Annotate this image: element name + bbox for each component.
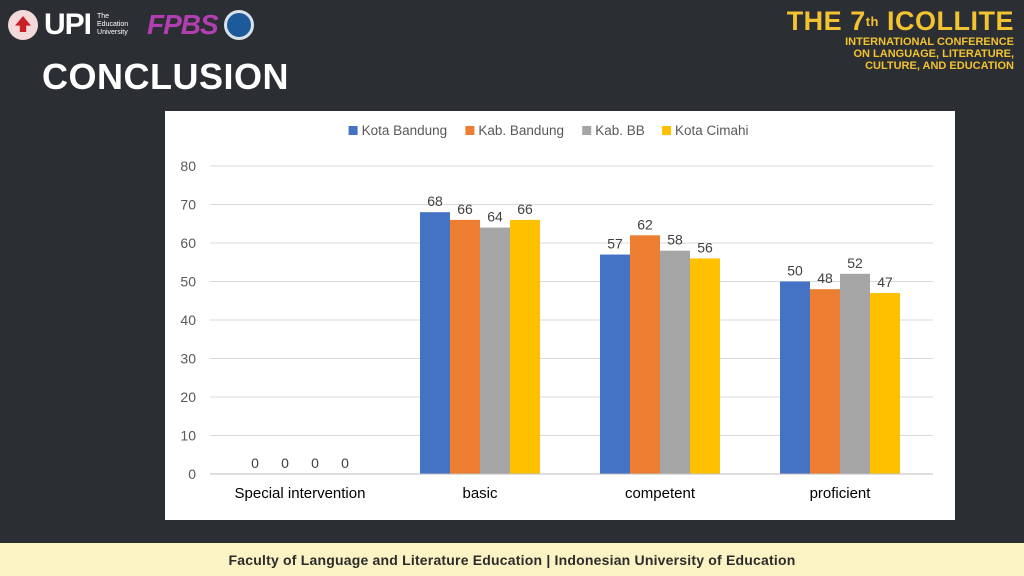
- y-tick-label: 60: [180, 235, 196, 251]
- footer-bar: Faculty of Language and Literature Educa…: [0, 543, 1024, 576]
- data-label: 0: [281, 455, 289, 471]
- bar: [630, 235, 660, 474]
- x-category-label: Special intervention: [235, 485, 366, 502]
- legend-label: Kota Cimahi: [675, 123, 749, 138]
- legend-swatch: [582, 126, 592, 135]
- data-label: 62: [637, 216, 653, 232]
- chart-container: 0 10 20 30 40 50 60 70 80 Kota Bandung Kab. Bandun…: [165, 111, 955, 520]
- y-tick-label: 10: [180, 428, 196, 444]
- header-logos: UPI The Education University FPBS: [8, 6, 254, 44]
- bar: [810, 289, 840, 474]
- data-label: 66: [517, 201, 533, 217]
- upi-logo: UPI: [44, 8, 92, 41]
- legend-swatch: [465, 126, 475, 135]
- upi-logo-subtitle: The Education University: [97, 13, 129, 36]
- bar: [600, 254, 630, 474]
- conference-line-3: CULTURE, AND EDUCATION: [865, 60, 1014, 72]
- data-label: 66: [457, 201, 473, 217]
- y-tick-label: 50: [180, 274, 196, 290]
- legend-swatch: [348, 126, 358, 135]
- bar: [690, 258, 720, 474]
- y-tick-label: 40: [180, 312, 196, 328]
- y-tick-label: 80: [180, 158, 196, 174]
- page-title: CONCLUSION: [42, 56, 289, 97]
- data-label: 47: [877, 274, 893, 290]
- data-label: 0: [311, 455, 319, 471]
- bar: [510, 219, 540, 474]
- conference-line-1: INTERNATIONAL CONFERENCE: [845, 36, 1014, 48]
- conference-line-2: ON LANGUAGE, LITERATURE,: [853, 48, 1014, 60]
- legend-label: Kota Bandung: [362, 123, 448, 138]
- x-category-label: basic: [462, 485, 498, 502]
- bar-chart: 0 10 20 30 40 50 60 70 80 Kota Bandung Kab. Bandun…: [180, 123, 933, 502]
- conference-logo: THE 7th ICOLLITE INTERNATIONAL CONFERENC…: [787, 6, 1014, 72]
- upi-emblem-icon: [8, 10, 38, 40]
- data-label: 64: [487, 209, 503, 225]
- data-label: 50: [787, 263, 803, 279]
- data-label: 58: [667, 232, 683, 248]
- data-label: 0: [251, 455, 259, 471]
- legend-label: Kab. BB: [595, 123, 645, 138]
- bar: [660, 250, 690, 474]
- data-label: 57: [607, 236, 623, 252]
- bar: [840, 273, 870, 474]
- footer-text: Faculty of Language and Literature Educa…: [228, 551, 796, 568]
- bar: [420, 212, 450, 474]
- fpbs-logo: FPBS: [147, 9, 219, 40]
- y-tick-label: 0: [188, 466, 196, 482]
- y-tick-label: 70: [180, 197, 196, 213]
- conference-title: THE 7th ICOLLITE: [786, 6, 1014, 36]
- legend-label: Kab. Bandung: [478, 123, 564, 138]
- x-category-label: competent: [625, 485, 696, 502]
- bar: [870, 293, 900, 474]
- y-tick-label: 20: [180, 389, 196, 405]
- data-label: 52: [847, 255, 863, 271]
- legend-swatch: [662, 126, 671, 135]
- y-tick-label: 30: [180, 351, 196, 367]
- bar: [480, 227, 510, 474]
- data-label: 48: [817, 270, 833, 286]
- bar: [780, 281, 810, 474]
- data-label: 68: [427, 193, 443, 209]
- seal-icon: [223, 10, 254, 40]
- data-label: 0: [341, 455, 349, 471]
- x-category-label: proficient: [810, 485, 872, 502]
- bar: [450, 219, 480, 474]
- data-label: 56: [697, 239, 713, 255]
